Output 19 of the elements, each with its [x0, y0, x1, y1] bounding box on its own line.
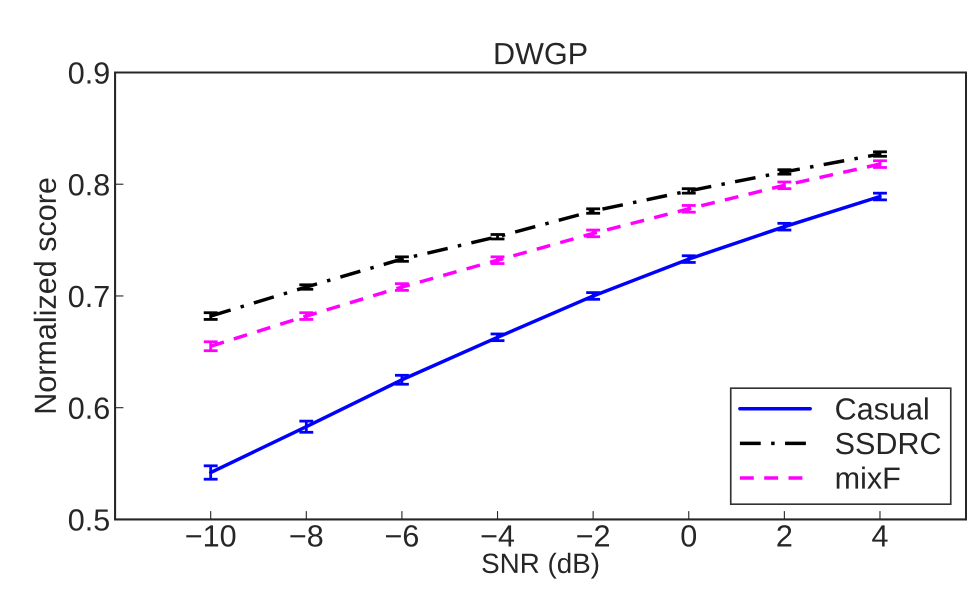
- x-tick-label: −2: [577, 525, 610, 546]
- x-tick-label: 0: [681, 525, 696, 547]
- legend-label: mixF: [836, 466, 900, 489]
- chart-title: DWGP: [496, 42, 586, 64]
- y-tick-label: 0.5: [68, 509, 109, 531]
- y-tick-label: 0.6: [68, 397, 109, 420]
- x-axis-title: SNR (dB): [482, 552, 598, 579]
- y-tick-label: 0.8: [68, 174, 109, 196]
- x-tick-label: 2: [777, 525, 792, 546]
- x-tick-label: −6: [386, 525, 418, 547]
- x-tick-label: 4: [872, 525, 888, 546]
- x-tick-label: −8: [290, 525, 322, 547]
- x-tick-label: −10: [186, 525, 236, 547]
- legend-label: Casual: [836, 397, 928, 420]
- x-tick-label: −4: [482, 525, 514, 546]
- legend-label: SSDRC: [836, 432, 940, 454]
- y-tick-label: 0.9: [68, 62, 109, 84]
- y-axis-title: Normalized score: [34, 178, 56, 412]
- y-tick-label: 0.7: [68, 286, 109, 308]
